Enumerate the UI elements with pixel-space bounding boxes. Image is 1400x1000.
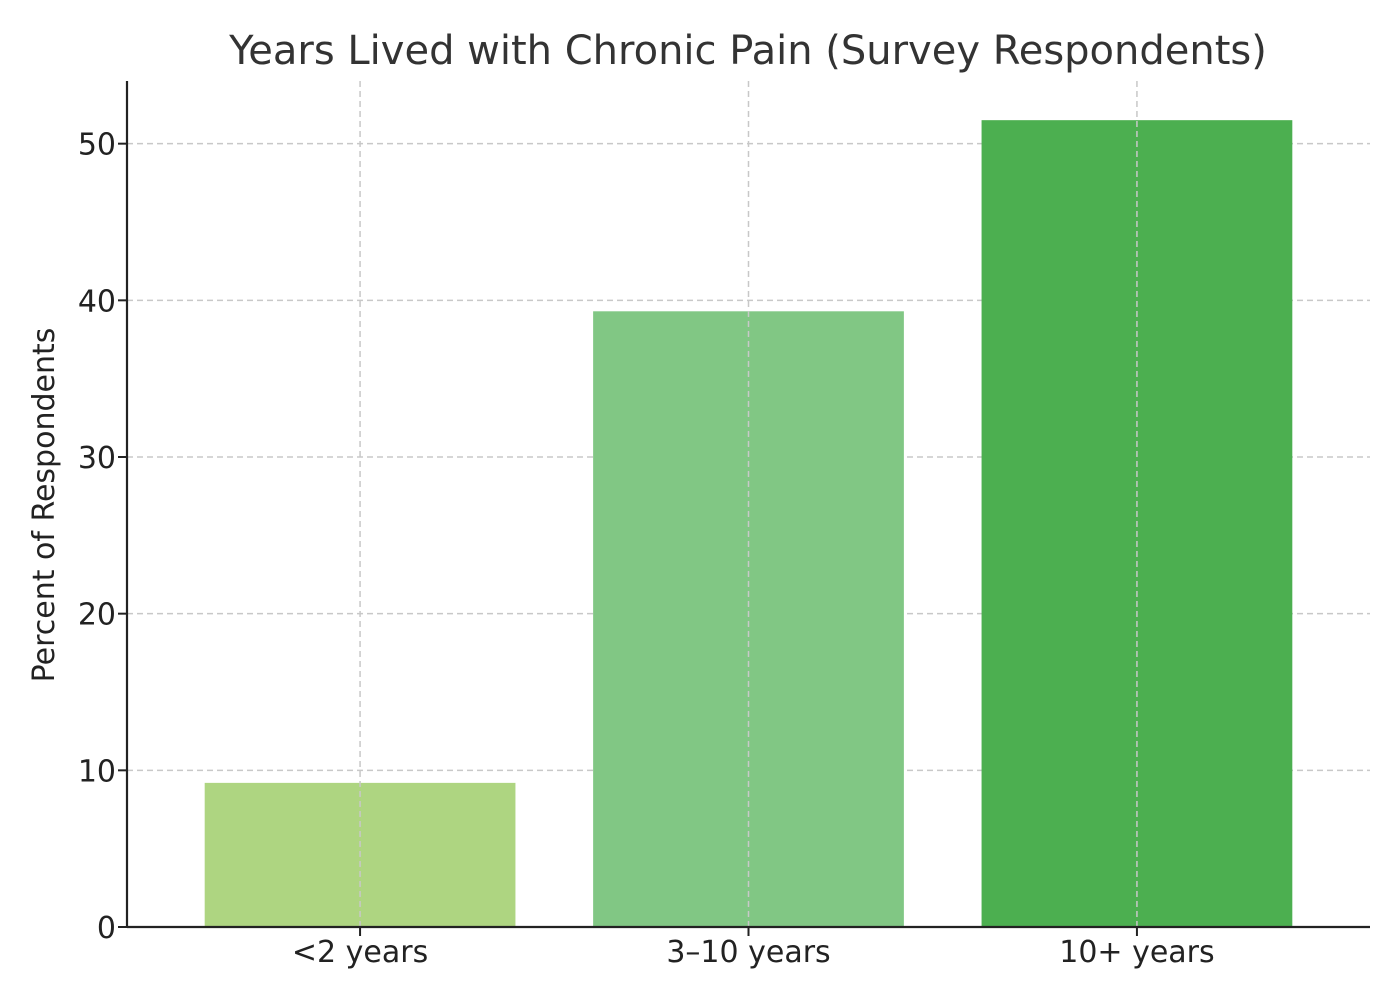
chart-title: Years Lived with Chronic Pain (Survey Re… bbox=[228, 28, 1267, 74]
y-tick-label-50: 50 bbox=[78, 128, 116, 163]
x-tick-labels: <2 years 3–10 years 10+ years bbox=[292, 935, 1215, 970]
y-tick-label-30: 30 bbox=[78, 441, 116, 476]
vertical-grid-lines bbox=[359, 81, 1138, 927]
y-tick-label-20: 20 bbox=[78, 598, 116, 633]
x-tick-label-1: 3–10 years bbox=[666, 935, 830, 970]
y-tick-label-10: 10 bbox=[78, 754, 116, 789]
y-tick-labels: 0 10 20 30 40 50 bbox=[78, 128, 116, 946]
x-tick-label-0: <2 years bbox=[292, 935, 428, 970]
y-tick-label-40: 40 bbox=[78, 284, 116, 319]
y-axis-label: Percent of Respondents bbox=[27, 328, 62, 683]
x-tick-label-2: 10+ years bbox=[1059, 935, 1214, 970]
axes bbox=[118, 81, 1370, 936]
y-tick-label-0: 0 bbox=[97, 911, 116, 946]
